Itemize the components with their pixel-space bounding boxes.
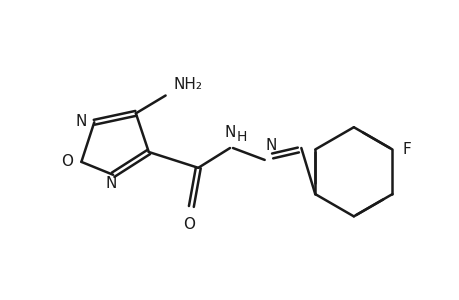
Text: O: O bbox=[62, 154, 73, 169]
Text: NH₂: NH₂ bbox=[173, 76, 202, 92]
Text: N: N bbox=[105, 176, 117, 191]
Text: F: F bbox=[402, 142, 410, 157]
Text: H: H bbox=[236, 130, 247, 144]
Text: N: N bbox=[265, 138, 276, 153]
Text: O: O bbox=[183, 218, 195, 232]
Text: N: N bbox=[76, 114, 87, 129]
Text: N: N bbox=[224, 125, 235, 140]
